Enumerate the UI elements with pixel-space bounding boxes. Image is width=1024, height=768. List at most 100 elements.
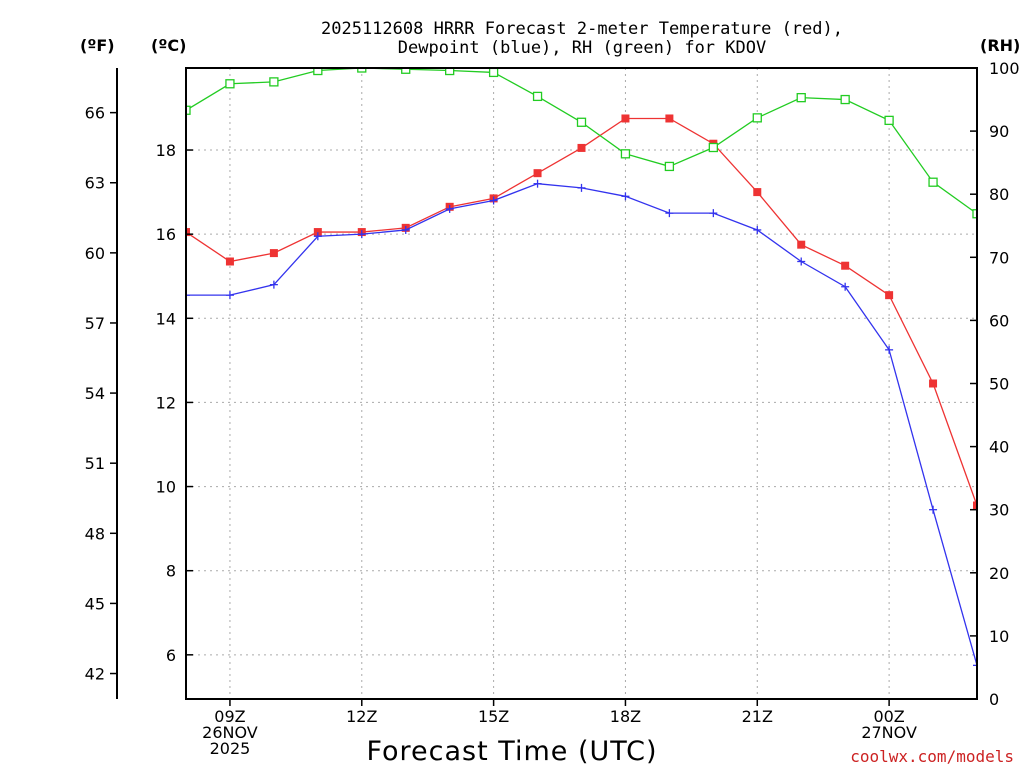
temperature-line — [186, 117, 978, 506]
rh-point — [186, 105, 191, 115]
x-tick-label: 00Z — [873, 707, 904, 726]
temperature-point — [929, 379, 938, 388]
plot-frame — [185, 67, 978, 700]
celsius-tick-label: 14 — [156, 309, 176, 328]
dewpoint-point — [753, 225, 762, 234]
temperature-point — [665, 114, 674, 123]
temperature-point — [841, 261, 850, 270]
unit-label-fahrenheit: (ºF) — [80, 36, 115, 55]
chart-subtitle: Dewpoint (blue), RH (green) for KDOV — [398, 38, 766, 58]
rh-point — [664, 161, 675, 172]
rh-tick-label: 0 — [989, 690, 999, 709]
temperature-point — [186, 228, 190, 237]
rh-point — [884, 115, 894, 126]
dewpoint-point — [533, 179, 542, 188]
x-tick-label: 09Z — [214, 707, 245, 726]
rh-tick-label: 90 — [989, 122, 1009, 141]
rh-point — [708, 142, 718, 153]
dewpoint-point — [621, 192, 630, 201]
dewpoint-point — [357, 230, 366, 239]
rh-tick-label: 70 — [989, 248, 1009, 267]
temperature-point — [797, 240, 806, 249]
dewpoint-line — [186, 183, 978, 666]
dewpoint-point — [313, 232, 322, 241]
dewpoint-point — [269, 280, 278, 289]
rh-point — [840, 94, 850, 105]
temperature-point — [225, 257, 234, 266]
fahrenheit-tick-label: 60 — [85, 244, 105, 263]
celsius-tick-label: 18 — [156, 141, 176, 160]
rh-point — [576, 117, 587, 127]
fahrenheit-tick-label: 42 — [85, 665, 105, 684]
temperature-point — [533, 169, 542, 178]
x-tick-label: 12Z — [346, 707, 377, 726]
temperature-point — [269, 249, 278, 258]
unit-label-celsius: (ºC) — [151, 36, 186, 55]
dewpoint-point — [709, 209, 718, 218]
x-tick-label: 18Z — [610, 707, 641, 726]
rh-point — [796, 93, 806, 103]
temperature-point — [621, 114, 630, 123]
x-tick-label: 27NOV — [861, 723, 917, 742]
chart-title: 2025112608 HRRR Forecast 2-meter Tempera… — [321, 19, 843, 39]
temperature-point — [753, 188, 762, 197]
rh-tick-label: 10 — [989, 627, 1009, 646]
rh-point — [928, 177, 938, 187]
dewpoint-point — [401, 225, 410, 234]
unit-label-rh: (RH) — [980, 36, 1020, 55]
celsius-tick-label: 8 — [166, 562, 176, 581]
temperature-point — [973, 501, 978, 510]
temperature-point — [885, 291, 894, 300]
dewpoint-point — [186, 291, 190, 300]
rh-point — [401, 67, 411, 74]
temperature-point — [577, 143, 586, 152]
rh-point — [532, 91, 543, 102]
rh-point — [225, 79, 235, 89]
fahrenheit-tick-label: 45 — [85, 594, 105, 613]
x-tick-label: 15Z — [478, 707, 509, 726]
rh-point — [445, 67, 455, 76]
fahrenheit-tick-label: 63 — [85, 174, 105, 193]
dewpoint-point — [225, 291, 234, 300]
dewpoint-point — [841, 282, 850, 291]
fahrenheit-tick-label: 48 — [85, 524, 105, 543]
dewpoint-point — [489, 196, 498, 205]
rh-tick-label: 80 — [989, 185, 1009, 204]
rh-point — [269, 77, 279, 87]
rh-tick-label: 30 — [989, 501, 1009, 520]
celsius-tick-label: 12 — [156, 393, 176, 412]
dewpoint-point — [577, 183, 586, 192]
fahrenheit-tick-label: 66 — [85, 104, 105, 123]
rh-point — [488, 67, 499, 78]
fahrenheit-tick-label: 54 — [85, 384, 105, 403]
rh-tick-label: 50 — [989, 375, 1009, 394]
dewpoint-point — [665, 209, 674, 218]
celsius-tick-label: 16 — [156, 225, 176, 244]
rh-point — [752, 113, 762, 123]
series-layer — [186, 67, 978, 670]
rh-tick-label: 100 — [989, 59, 1020, 78]
dewpoint-point — [885, 345, 894, 354]
dewpoint-point — [797, 257, 806, 266]
rh-point — [620, 149, 631, 159]
celsius-tick-label: 10 — [156, 478, 176, 497]
x-axis-title: Forecast Time (UTC) — [366, 736, 657, 767]
x-tick-label: 2025 — [210, 739, 251, 758]
x-tick-label: 21Z — [742, 707, 773, 726]
credit-text: coolwx.com/models — [850, 747, 1014, 766]
rh-point — [313, 67, 323, 76]
temperature-point — [313, 228, 322, 237]
x-tick-label: 26NOV — [202, 723, 258, 742]
dewpoint-point — [929, 505, 938, 514]
rh-line — [186, 67, 978, 215]
fahrenheit-tick-label: 51 — [85, 454, 105, 473]
fahrenheit-tick-label: 57 — [85, 314, 105, 333]
dewpoint-point — [445, 204, 454, 213]
rh-tick-label: 20 — [989, 564, 1009, 583]
celsius-tick-label: 6 — [166, 646, 176, 665]
rh-tick-label: 40 — [989, 438, 1009, 457]
grid-lines — [186, 68, 977, 699]
rh-tick-label: 60 — [989, 311, 1009, 330]
